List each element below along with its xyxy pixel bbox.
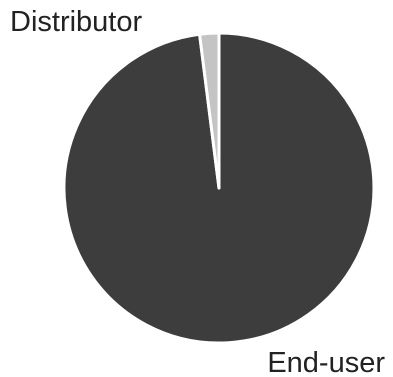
slice-label-end-user: End-user — [267, 347, 385, 377]
pie-slices — [62, 31, 376, 345]
slice-label-distributor: Distributor — [10, 6, 142, 38]
pie-slice-distributor — [198, 31, 221, 190]
